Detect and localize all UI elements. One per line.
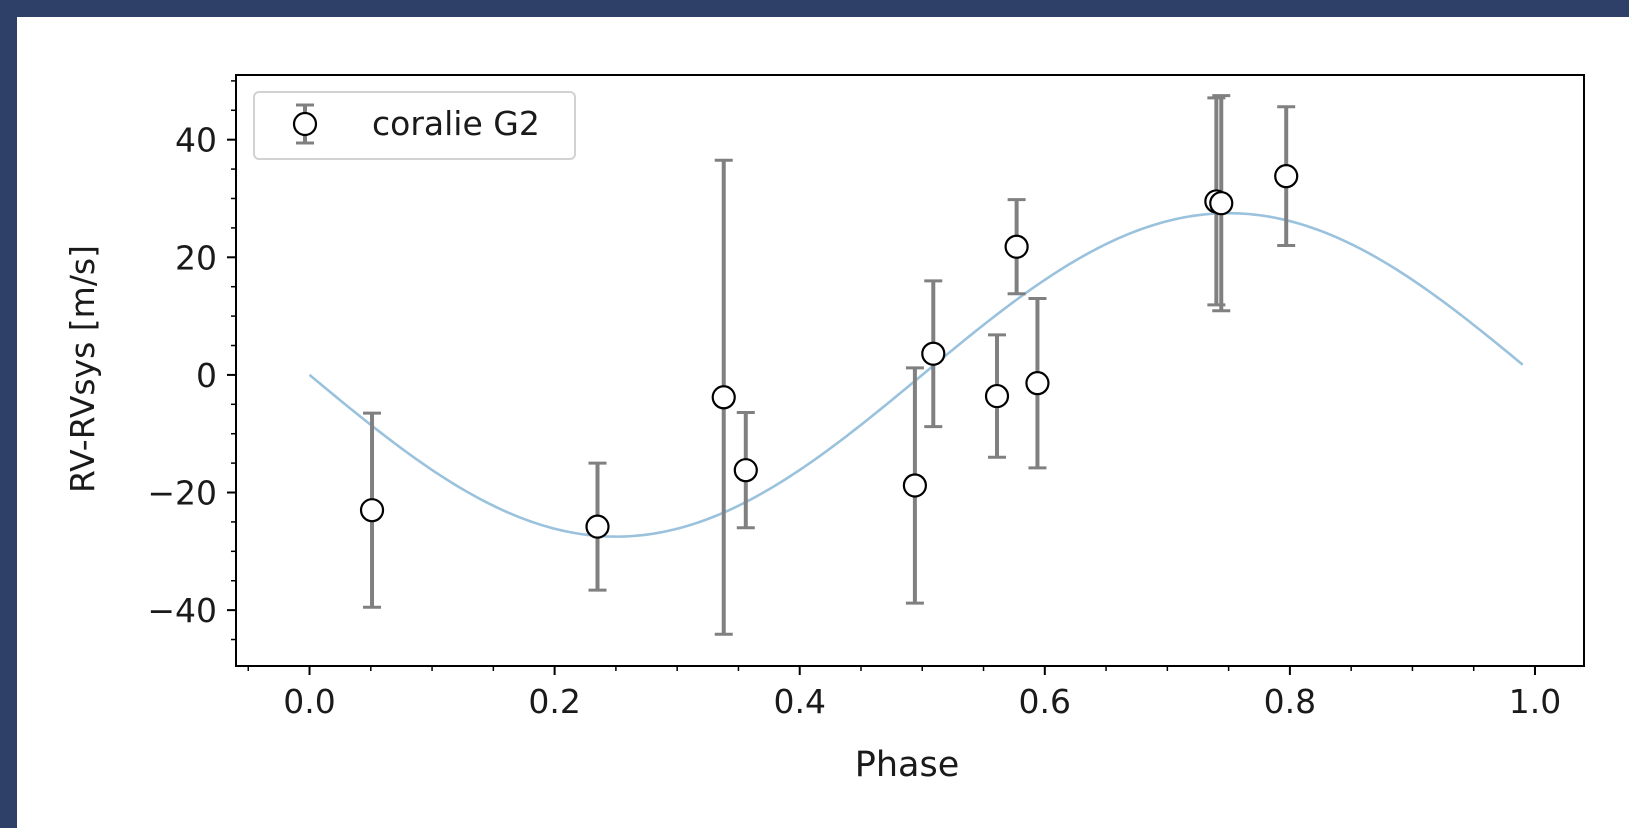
x-tick-label: 1.0 <box>1509 682 1561 721</box>
x-tick-label: 0.2 <box>528 682 580 721</box>
data-point <box>587 516 609 538</box>
y-axis-label: RV-RVsys [m/s] <box>63 245 102 493</box>
x-tick-label: 0.6 <box>1019 682 1071 721</box>
data-point <box>986 385 1008 407</box>
data-point <box>1006 236 1028 258</box>
data-point <box>735 459 757 481</box>
data-point <box>361 499 383 521</box>
data-point <box>904 474 926 496</box>
data-point <box>1210 192 1232 214</box>
legend-marker-circle <box>294 113 316 135</box>
y-tick-label: −20 <box>147 474 217 513</box>
y-tick-label: −40 <box>147 591 217 630</box>
plot-background <box>236 75 1584 666</box>
x-axis-label: Phase <box>855 745 960 785</box>
y-tick-label: 40 <box>175 121 217 160</box>
x-tick-label: 0.0 <box>283 682 335 721</box>
legend: coralie G2 <box>254 92 575 159</box>
y-tick-label: 0 <box>196 356 217 395</box>
data-point <box>713 386 735 408</box>
data-point <box>922 343 944 365</box>
data-point <box>1026 372 1048 394</box>
y-tick-label: 20 <box>175 238 217 277</box>
plot-area <box>236 75 1584 666</box>
data-point <box>1275 165 1297 187</box>
x-tick-label: 0.4 <box>773 682 825 721</box>
x-tick-label: 0.8 <box>1264 682 1316 721</box>
legend-label: coralie G2 <box>372 104 540 143</box>
